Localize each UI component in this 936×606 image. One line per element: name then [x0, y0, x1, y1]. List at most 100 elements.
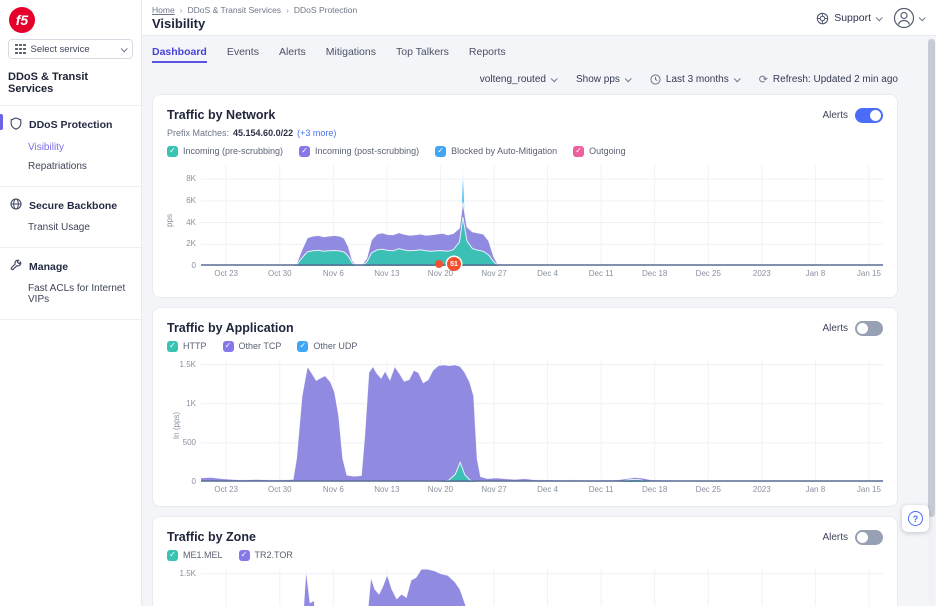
legend-checkbox[interactable]: ✓	[167, 549, 178, 561]
breadcrumb-item[interactable]: DDoS Protection	[293, 5, 358, 15]
nav-section-items: Fast ACLs for Internet VIPs	[0, 276, 141, 315]
legend-checkbox[interactable]: ✓	[297, 340, 309, 352]
select-service-dropdown[interactable]: Select service	[8, 39, 133, 59]
nav-section-items: Visibility Repatriations	[0, 135, 141, 182]
nav-section-ddos-protection: DDoS Protection Visibility Repatriations	[0, 106, 141, 187]
tab-bar: Dashboard Events Alerts Mitigations Top Talk…	[142, 36, 936, 63]
x-tick-label: Dec 4	[537, 269, 559, 278]
nav-section-header[interactable]: Secure Backbone	[0, 196, 141, 215]
support-icon	[816, 12, 829, 24]
nav-section-manage: Manage Fast ACLs for Internet VIPs	[0, 248, 141, 320]
legend-item-incoming-pre-scrubbing-[interactable]: ✓ Incoming (pre-scrubbing)	[167, 145, 283, 157]
y-tick-label: 0	[191, 261, 196, 270]
tab-events[interactable]: Events	[226, 46, 259, 58]
chevron-down-icon	[875, 13, 883, 21]
sidebar-item-repatriations[interactable]: Repatriations	[28, 161, 87, 172]
legend-checkbox[interactable]: ✓	[167, 340, 178, 352]
chevron-down-icon	[550, 75, 558, 83]
x-tick-label: Oct 30	[267, 485, 292, 494]
x-tick-label: Nov 6	[322, 269, 344, 278]
alert-marker-dot[interactable]	[435, 260, 444, 268]
chevron-down-icon	[733, 75, 741, 83]
product-title: DDoS & Transit Services	[0, 69, 141, 106]
alerts-toggle[interactable]	[855, 529, 883, 545]
breadcrumb-item[interactable]: Home	[152, 5, 175, 15]
time-range-select[interactable]: Last 3 months	[650, 74, 741, 85]
y-tick-label: 1K	[186, 398, 196, 408]
prefix-more-link[interactable]: (+3 more)	[297, 127, 337, 138]
alerts-toggle[interactable]	[855, 107, 883, 123]
legend-checkbox[interactable]: ✓	[299, 145, 311, 157]
x-tick-label: Nov 13	[374, 485, 400, 494]
chevron-down-icon	[120, 44, 128, 52]
sidebar-item-fast-acls-for-internet-vips[interactable]: Fast ACLs for Internet VIPs	[28, 283, 126, 305]
tab-mitigations[interactable]: Mitigations	[325, 46, 376, 58]
legend-item-tr2-tor[interactable]: ✓ TR2.TOR	[238, 549, 293, 561]
legend-checkbox[interactable]: ✓	[167, 145, 178, 157]
chart-legend: ✓ ME1.MEL ✓ TR2.TOR	[167, 547, 883, 563]
legend-item-outgoing[interactable]: ✓ Outgoing	[573, 145, 626, 157]
card-title: Traffic by Zone	[167, 530, 256, 544]
shield-icon	[10, 117, 22, 133]
legend-checkbox[interactable]: ✓	[222, 340, 234, 352]
network-select[interactable]: volteng_routed	[480, 74, 558, 85]
prefix-value: 45.154.60.0/22	[233, 127, 294, 138]
globe-icon	[10, 198, 22, 213]
support-menu[interactable]: Support	[816, 12, 883, 25]
y-tick-label: 1.5K	[179, 359, 196, 369]
tab-reports[interactable]: Reports	[468, 46, 506, 58]
x-tick-label: Dec 11	[588, 269, 614, 278]
nav-section-header[interactable]: DDoS Protection	[0, 115, 141, 135]
x-tick-label: Jan 15	[856, 269, 881, 278]
show-pps-select[interactable]: Show pps	[576, 74, 632, 85]
legend-checkbox[interactable]: ✓	[435, 145, 447, 157]
legend-item-incoming-post-scrubbing-[interactable]: ✓ Incoming (post-scrubbing)	[299, 145, 420, 157]
chart-legend: ✓ HTTP ✓ Other TCP ✓ Other UDP	[167, 338, 883, 354]
breadcrumb-item[interactable]: DDoS & Transit Services	[187, 5, 282, 15]
legend-label: Outgoing	[589, 146, 626, 156]
user-menu[interactable]	[893, 7, 926, 29]
alerts-toggle[interactable]	[855, 320, 883, 336]
legend-item-blocked-by-auto-mitigation[interactable]: ✓ Blocked by Auto-Mitigation	[435, 145, 557, 157]
scrollbar-thumb[interactable]	[928, 39, 935, 517]
scrollbar-track[interactable]	[928, 37, 935, 605]
legend-item-http[interactable]: ✓ HTTP	[167, 340, 207, 352]
x-tick-label: 2023	[752, 269, 771, 278]
nav-section-label: DDoS Protection	[29, 119, 113, 131]
x-tick-label: Oct 30	[267, 269, 292, 278]
sidebar-item-visibility[interactable]: Visibility	[28, 142, 64, 153]
f5-logo[interactable]: f5	[9, 7, 35, 33]
sidebar: f5 Select service DDoS & Transit Service…	[0, 0, 142, 606]
tab-alerts[interactable]: Alerts	[278, 46, 306, 58]
legend-label: Incoming (post-scrubbing)	[315, 146, 420, 156]
nav-section-items: Transit Usage	[0, 215, 141, 243]
y-tick-label: 8K	[186, 174, 196, 184]
traffic-by-zone-card: Traffic by Zone Alerts ✓ ME1.MEL ✓ TR2.TOR …	[152, 516, 898, 606]
legend-checkbox[interactable]: ✓	[573, 145, 585, 157]
refresh-button[interactable]: ⟳ Refresh: Updated 2 min ago	[758, 74, 898, 86]
nav-section-header[interactable]: Manage	[0, 257, 141, 276]
nav-section-secure-backbone: Secure Backbone Transit Usage	[0, 187, 141, 248]
breadcrumb: Home › DDoS & Transit Services › DDoS Protec…	[152, 5, 357, 15]
tab-dashboard[interactable]: Dashboard	[152, 46, 207, 63]
y-tick-label: 1.5K	[179, 568, 196, 578]
x-tick-label: Dec 4	[537, 485, 559, 494]
x-tick-label: Dec 25	[695, 485, 721, 494]
legend-item-me1-mel[interactable]: ✓ ME1.MEL	[167, 549, 223, 561]
y-axis-label: pps	[164, 213, 174, 227]
legend-checkbox[interactable]: ✓	[238, 549, 250, 561]
legend-item-other-tcp[interactable]: ✓ Other TCP	[222, 340, 281, 352]
tab-top-talkers[interactable]: Top Talkers	[396, 46, 449, 58]
sidebar-item-transit-usage[interactable]: Transit Usage	[28, 222, 90, 233]
alert-count-badge[interactable]: 51	[447, 257, 462, 271]
help-button[interactable]: ?	[902, 505, 929, 532]
user-avatar-icon	[893, 7, 915, 29]
sidebar-nav: DDoS Protection Visibility Repatriations Se…	[0, 106, 141, 320]
x-tick-label: Dec 25	[695, 269, 721, 278]
breadcrumb-separator: ›	[286, 5, 289, 15]
select-service-label: Select service	[30, 43, 90, 55]
main-content: Dashboard Events Alerts Mitigations Top Talk…	[142, 36, 936, 606]
legend-item-other-udp[interactable]: ✓ Other UDP	[297, 340, 357, 352]
